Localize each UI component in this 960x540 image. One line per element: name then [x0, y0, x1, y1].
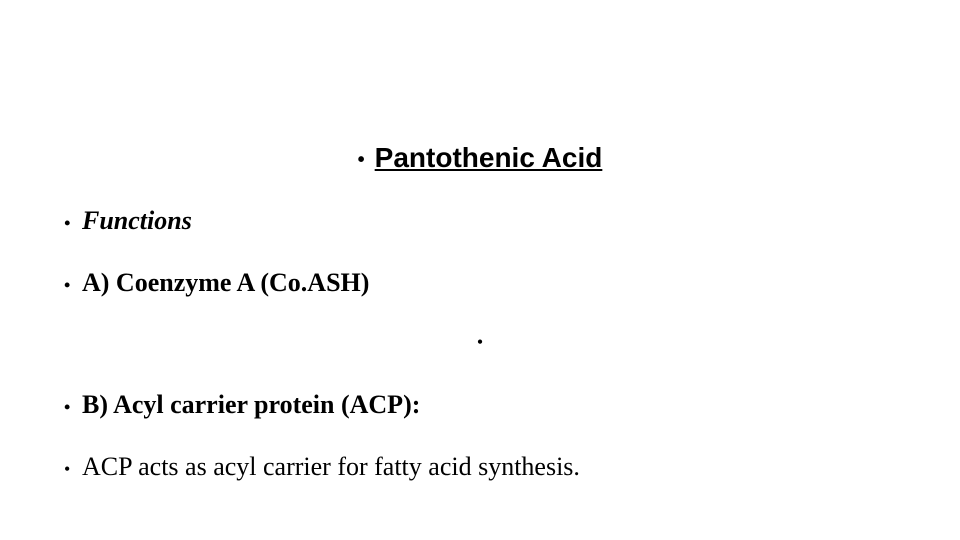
bullet-icon: •: [358, 150, 365, 170]
line-text: B) Acyl carrier protein (ACP):: [82, 390, 420, 419]
bullet-icon: •: [64, 214, 82, 232]
slide-title: Pantothenic Acid: [375, 142, 603, 173]
bullet-icon: •: [64, 398, 82, 416]
line-text: Functions: [82, 206, 192, 235]
slide-container: •Pantothenic Acid •Functions •A) Coenzym…: [0, 0, 960, 540]
bullet-line-item-a: •A) Coenzyme A (Co.ASH): [64, 268, 369, 298]
bullet-icon: •: [477, 332, 483, 352]
bullet-line-item-b: •B) Acyl carrier protein (ACP):: [64, 390, 420, 420]
bullet-line-description: •ACP acts as acyl carrier for fatty acid…: [64, 452, 580, 482]
slide-title-row: • Pantothenic Acid: [0, 142, 960, 174]
bullet-icon: •: [64, 460, 82, 478]
lone-bullet: •: [0, 332, 960, 353]
bullet-line-functions: •Functions: [64, 206, 192, 236]
line-text: ACP acts as acyl carrier for fatty acid …: [82, 452, 580, 481]
line-text: A) Coenzyme A (Co.ASH): [82, 268, 369, 297]
bullet-icon: •: [64, 276, 82, 294]
